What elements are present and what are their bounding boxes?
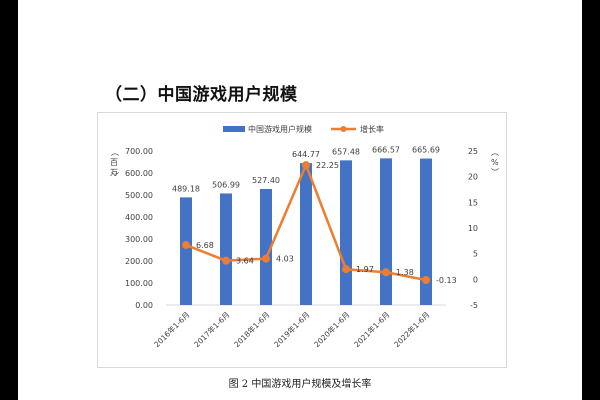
figure-caption: 图 2 中国游戏用户规模及增长率 [228, 379, 372, 390]
growth-rate-marker [182, 241, 190, 250]
bar-series: 489.18 506.99 527.40 644.77 657.48 666.57 665.… [172, 145, 440, 305]
x-axis-tick-label: 2020年1-6月 [312, 309, 352, 349]
growth-rate-marker [342, 265, 350, 274]
section-title: （二）中国游戏用户规模 [105, 85, 298, 105]
growth-rate-label: 3.64 [236, 257, 254, 266]
right-axis-tick-label: 15 [468, 198, 478, 207]
left-axis-tick-label: 0.00 [135, 301, 153, 310]
bar-value-label: 665.69 [412, 146, 440, 155]
bar-value-label: 644.77 [292, 150, 320, 159]
bar-value-label: 506.99 [212, 180, 240, 189]
growth-rate-label: 1.97 [356, 265, 374, 274]
growth-rate-marker [262, 254, 270, 263]
right-axis-paren-open: ︵ [491, 148, 499, 157]
left-axis-tick-label: 700.00 [125, 147, 153, 156]
bar [260, 188, 272, 305]
bar-value-label: 657.48 [332, 147, 360, 156]
left-axis-tick-label: 200.00 [125, 257, 153, 266]
x-axis-tick-label: 2016年1-6月 [152, 309, 192, 349]
bar [300, 163, 312, 305]
left-axis-paren-open: ︵ [111, 148, 119, 157]
x-axis-tick-label: 2018年1-6月 [232, 309, 272, 349]
growth-rate-marker [422, 276, 430, 285]
x-axis-tick-label: 2019年1-6月 [272, 309, 312, 349]
bar [380, 158, 392, 305]
bar [180, 197, 192, 305]
right-axis-tick-label: 10 [468, 224, 478, 233]
left-axis-tick-label: 600.00 [125, 169, 153, 178]
right-black-border [582, 0, 600, 400]
right-axis-tick-label: 20 [468, 173, 478, 182]
bar-value-label: 666.57 [372, 145, 400, 154]
x-axis-tick-label: 2017年1-6月 [192, 309, 232, 349]
chart-frame: 中国游戏用户规模 增长率 ︵ 百万 ︶ ︵ % ︶ 0.00 100.00 200.… [97, 112, 507, 368]
legend-line-marker [340, 126, 347, 132]
left-axis-tick-label: 500.00 [125, 191, 153, 200]
left-axis-unit-label: 百万 [110, 158, 118, 177]
legend-bar-swatch [223, 126, 245, 132]
growth-rate-marker [302, 161, 310, 170]
growth-rate-marker [222, 256, 230, 265]
chart-legend: 中国游戏用户规模 增长率 [223, 124, 384, 134]
growth-rate-label: -0.13 [436, 276, 457, 285]
x-axis-tick-label: 2022年1-6月 [392, 309, 432, 349]
growth-rate-label: 6.68 [196, 241, 214, 250]
right-axis-tick-label: -5 [470, 301, 478, 310]
right-axis-paren-close: ︶ [491, 167, 499, 177]
right-axis-tick-label: 0 [473, 275, 478, 284]
growth-rate-marker [382, 268, 390, 277]
right-axis-tick-label: 5 [473, 250, 478, 259]
left-axis-tick-label: 300.00 [125, 235, 153, 244]
right-axis-unit-label: % [491, 158, 499, 167]
user-scale-chart: 中国游戏用户规模 增长率 ︵ 百万 ︶ ︵ % ︶ 0.00 100.00 200.… [110, 124, 499, 349]
legend-line-label: 增长率 [360, 124, 384, 134]
legend-bar-label: 中国游戏用户规模 [248, 124, 312, 134]
left-axis-paren-close: ︶ [111, 171, 119, 181]
x-axis-tick-label: 2021年1-6月 [352, 309, 392, 349]
bar-value-label: 527.40 [252, 176, 280, 185]
growth-rate-label: 1.38 [396, 268, 414, 277]
left-black-border [0, 0, 18, 400]
bar [340, 160, 352, 305]
left-axis-tick-label: 400.00 [125, 213, 153, 222]
bar [220, 193, 232, 305]
growth-rate-label: 4.03 [276, 255, 294, 264]
growth-rate-label: 22.25 [316, 161, 339, 170]
left-axis-tick-label: 100.00 [125, 279, 153, 288]
growth-rate-series: 6.68 3.64 4.03 22.25 1.97 1.38 -0.13 [182, 161, 457, 285]
bar [420, 158, 432, 305]
right-axis-tick-label: 25 [468, 147, 478, 156]
bar-value-label: 489.18 [172, 184, 200, 193]
